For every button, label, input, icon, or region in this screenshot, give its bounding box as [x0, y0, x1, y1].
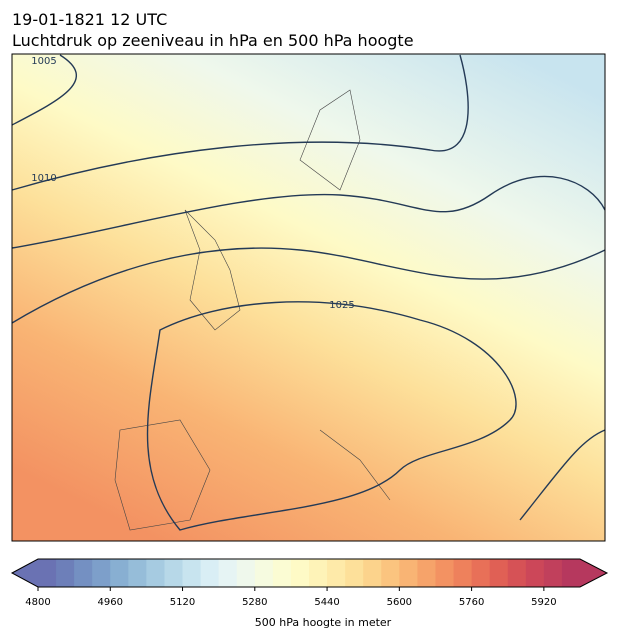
tick-label: 5600 [387, 597, 412, 608]
color-bin [309, 559, 328, 587]
colorbar-label: 500 hPa hoogte in meter [255, 616, 392, 629]
color-bin [272, 559, 292, 587]
coastline [114, 89, 391, 531]
color-bin [110, 559, 129, 587]
color-bin [236, 559, 256, 587]
isobar [11, 54, 469, 191]
isobar [11, 175, 606, 249]
isobar-label: 1010 [31, 173, 56, 184]
height-field [12, 54, 605, 541]
color-bin [345, 559, 364, 587]
color-bin [164, 559, 184, 587]
color-bin [146, 559, 165, 587]
tick-label: 5920 [531, 597, 556, 608]
color-bin [417, 559, 436, 587]
extend-min [12, 559, 38, 587]
isobar [146, 301, 517, 531]
date: 19-01-1821 12 UTC [12, 10, 167, 29]
color-bin [254, 559, 274, 587]
color-bin [543, 559, 563, 587]
color-bin [327, 559, 346, 587]
tick-label: 4800 [25, 597, 50, 608]
color-bin [363, 559, 382, 587]
extend-max [580, 559, 607, 587]
isobar [519, 429, 606, 521]
color-bin [525, 559, 545, 587]
tick-label: 5760 [459, 597, 484, 608]
color-bin [435, 559, 455, 587]
isobar-label: 1005 [31, 56, 56, 67]
color-bin [561, 559, 581, 587]
color-bin [74, 559, 93, 587]
isobar [11, 247, 606, 324]
tick-label: 5120 [170, 597, 195, 608]
isobar [11, 54, 77, 126]
map-title: Luchtdruk op zeeniveau in hPa en 500 hPa… [12, 31, 414, 50]
color-bin [489, 559, 509, 587]
colorbar: 4800 4960 5120 5280 5440 5600 5760 5920 [10, 558, 609, 608]
color-bin [290, 559, 310, 587]
color-bin [399, 559, 418, 587]
color-bin [471, 559, 491, 587]
map: 1005 1010 1025 [11, 53, 606, 542]
color-bin [56, 559, 75, 587]
isobar-label: 1025 [329, 300, 354, 311]
map-frame [11, 53, 606, 542]
color-bin [128, 559, 147, 587]
color-bin [218, 559, 238, 587]
color-bin [200, 559, 220, 587]
color-bin [453, 559, 473, 587]
tick-label: 5440 [314, 597, 339, 608]
tick-label: 5280 [242, 597, 267, 608]
tick-label: 4960 [98, 597, 123, 608]
color-bin [38, 559, 57, 587]
color-bin [92, 559, 111, 587]
color-bin [182, 559, 202, 587]
color-bin [381, 559, 400, 587]
color-bin [507, 559, 527, 587]
